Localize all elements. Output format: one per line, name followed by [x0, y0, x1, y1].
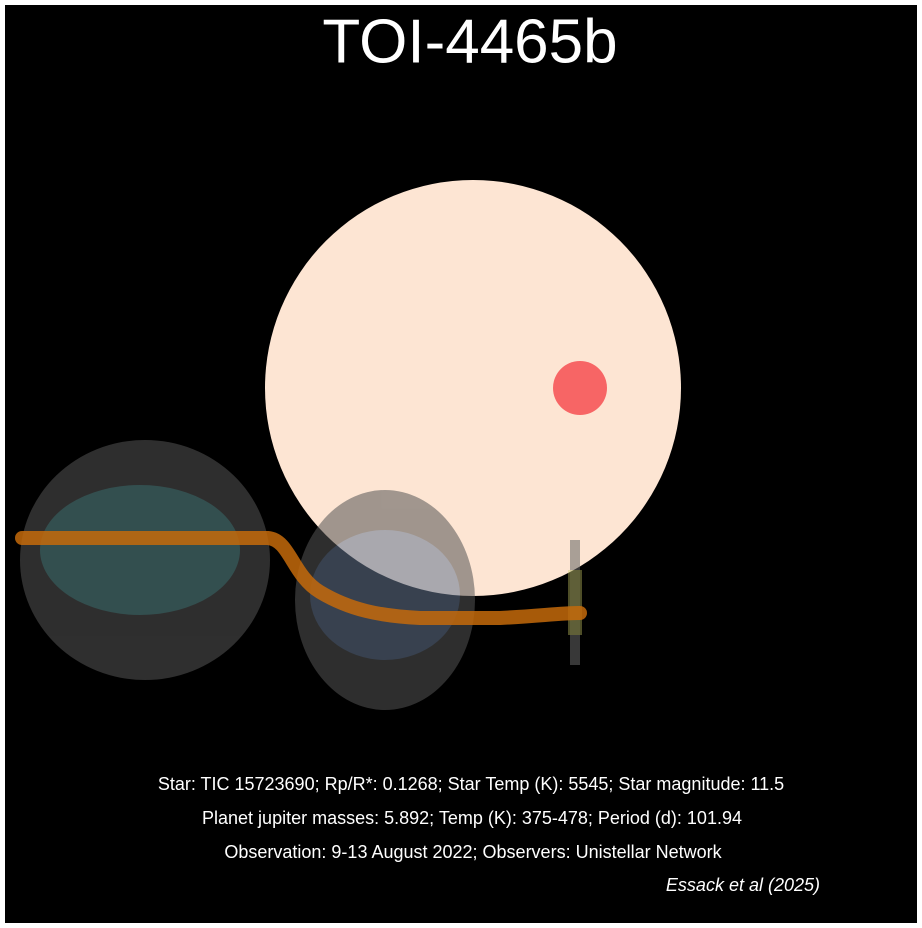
planet	[553, 361, 607, 415]
caption-line: Star: TIC 15723690; Rp/R*: 0.1268; Star …	[158, 774, 784, 794]
caption-line: Planet jupiter masses: 5.892; Temp (K): …	[202, 808, 742, 828]
title: TOI-4465b	[322, 7, 617, 76]
cloud-1-points	[40, 485, 240, 615]
cloud-3-points	[568, 570, 582, 635]
page: TOI-4465b Star: TIC 15723690; Rp/R*: 0.1…	[0, 0, 922, 928]
caption-line: Observation: 9-13 August 2022; Observers…	[224, 842, 722, 862]
citation: Essack et al (2025)	[666, 875, 820, 895]
infographic: TOI-4465b Star: TIC 15723690; Rp/R*: 0.1…	[0, 0, 922, 928]
